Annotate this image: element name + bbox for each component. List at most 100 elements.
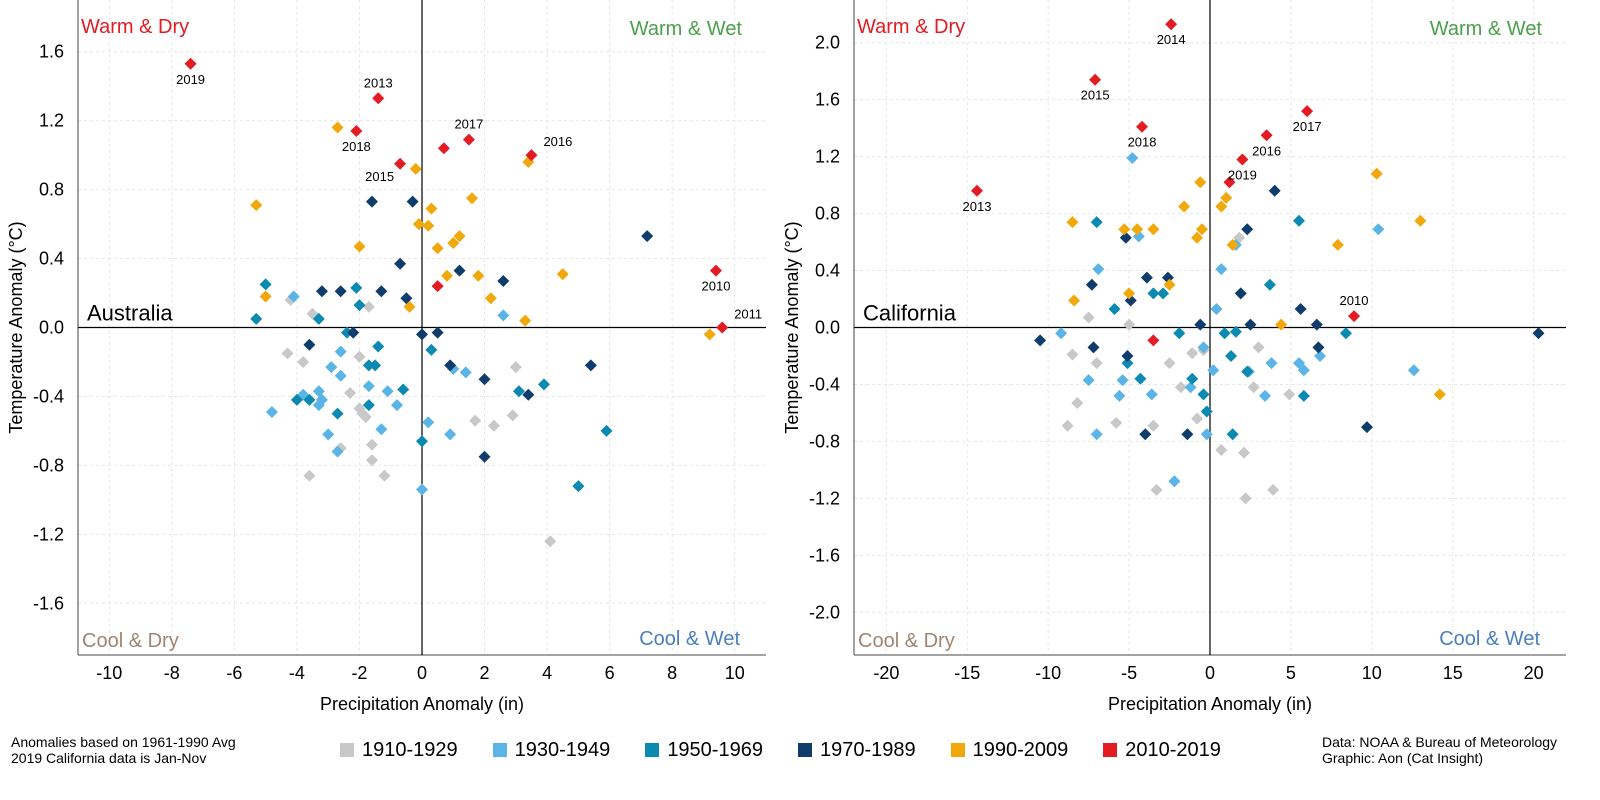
y-tick-label: 0.8	[815, 204, 840, 224]
data-point	[1283, 388, 1296, 401]
data-point	[394, 157, 407, 170]
year-annotation: 2018	[342, 139, 371, 154]
data-point	[362, 359, 375, 372]
data-point	[1372, 223, 1385, 236]
data-point	[422, 416, 435, 429]
y-axis-title: Temperature Anomaly (°C)	[6, 221, 26, 433]
year-annotation: 2014	[1157, 32, 1186, 47]
data-point	[1071, 396, 1084, 409]
data-point	[287, 290, 300, 303]
legend-item-2010-2019: 2010-2019	[1103, 739, 1221, 762]
data-point	[1267, 483, 1280, 496]
data-point	[537, 378, 550, 391]
legend-label: 1930-1949	[514, 738, 611, 761]
x-tick-label: -20	[873, 663, 899, 683]
y-tick-label: 1.2	[815, 147, 840, 167]
data-point	[1131, 223, 1144, 236]
data-point	[353, 240, 366, 253]
data-point	[716, 321, 729, 334]
data-point	[394, 257, 407, 270]
data-point	[1119, 231, 1132, 244]
y-tick-label: -1.2	[809, 488, 840, 508]
data-point	[462, 133, 475, 146]
data-point	[334, 345, 347, 358]
x-tick-label: -5	[1121, 663, 1137, 683]
data-point	[334, 285, 347, 298]
data-point	[412, 218, 425, 231]
y-tick-label: -0.8	[33, 455, 64, 475]
quadrant-label-warm-wet: Warm & Wet	[1430, 18, 1543, 40]
data-point	[1197, 341, 1210, 354]
year-annotation: 2019	[176, 72, 205, 87]
data-point	[1297, 364, 1310, 377]
data-point	[1191, 412, 1204, 425]
data-point	[1085, 278, 1098, 291]
data-point	[1163, 278, 1176, 291]
year-annotation: 2016	[1252, 143, 1281, 158]
legend-item-1970-1989: 1970-1989	[797, 739, 916, 762]
quadrant-label-cool-dry: Cool & Dry	[82, 630, 179, 652]
y-tick-label: 0.0	[39, 318, 64, 338]
data-point	[331, 407, 344, 420]
data-point	[1301, 105, 1314, 118]
data-point	[1147, 287, 1160, 300]
quadrant-label-cool-dry: Cool & Dry	[858, 630, 955, 652]
data-point	[1066, 348, 1079, 361]
data-point	[1195, 223, 1208, 236]
data-point	[1226, 428, 1239, 441]
legend-swatch	[797, 743, 812, 757]
data-point	[184, 57, 197, 70]
data-point	[1220, 191, 1233, 204]
footnote-baseline: Anomalies based on 1961-1990 Avg	[11, 734, 236, 750]
data-point	[1090, 357, 1103, 370]
data-point	[1145, 388, 1158, 401]
y-tick-label: -1.6	[809, 545, 840, 565]
data-point	[1108, 302, 1121, 315]
year-annotation: 2013	[364, 75, 393, 90]
y-tick-label: 1.2	[39, 111, 64, 131]
y-tick-label: -1.2	[33, 524, 64, 544]
year-annotation: 2013	[963, 199, 992, 214]
data-point	[584, 359, 597, 372]
x-tick-label: -2	[351, 663, 367, 683]
y-axis-title: Temperature Anomaly (°C)	[782, 221, 802, 433]
data-point	[1275, 318, 1288, 331]
data-point	[416, 483, 428, 496]
data-point	[331, 121, 344, 134]
data-point	[362, 300, 375, 313]
data-point	[1229, 325, 1242, 338]
data-point	[1370, 167, 1383, 180]
footnote-data-period: 2019 California data is Jan-Nov	[11, 750, 207, 766]
data-point	[1116, 374, 1129, 387]
x-tick-label: -10	[96, 663, 122, 683]
quadrant-label-cool-wet: Cool & Wet	[1439, 628, 1540, 650]
y-tick-label: 0.4	[39, 249, 64, 269]
data-point	[312, 312, 325, 325]
series-1990-2009	[250, 121, 716, 341]
data-point	[1263, 278, 1276, 291]
data-point	[331, 445, 344, 458]
data-point	[378, 469, 391, 482]
x-tick-label: 0	[1205, 663, 1215, 683]
data-point	[469, 414, 482, 427]
data-point	[1218, 327, 1231, 340]
x-tick-label: -8	[164, 663, 180, 683]
data-point	[416, 328, 428, 341]
data-point	[406, 195, 419, 208]
year-annotation: 2018	[1128, 135, 1157, 150]
data-point	[362, 380, 375, 393]
data-point	[350, 125, 363, 137]
data-point	[1121, 357, 1134, 370]
data-point	[1433, 388, 1446, 401]
data-point	[1312, 341, 1325, 354]
data-point	[1241, 223, 1254, 236]
data-point	[453, 264, 466, 277]
year-annotation: 2017	[1293, 119, 1322, 134]
y-tick-label: 1.6	[815, 90, 840, 110]
data-point	[422, 219, 435, 232]
legend-swatch	[340, 743, 354, 757]
legend-swatch	[1103, 743, 1118, 757]
quadrant-label-warm-wet: Warm & Wet	[630, 18, 743, 40]
data-point	[403, 300, 416, 313]
data-point	[425, 343, 438, 356]
